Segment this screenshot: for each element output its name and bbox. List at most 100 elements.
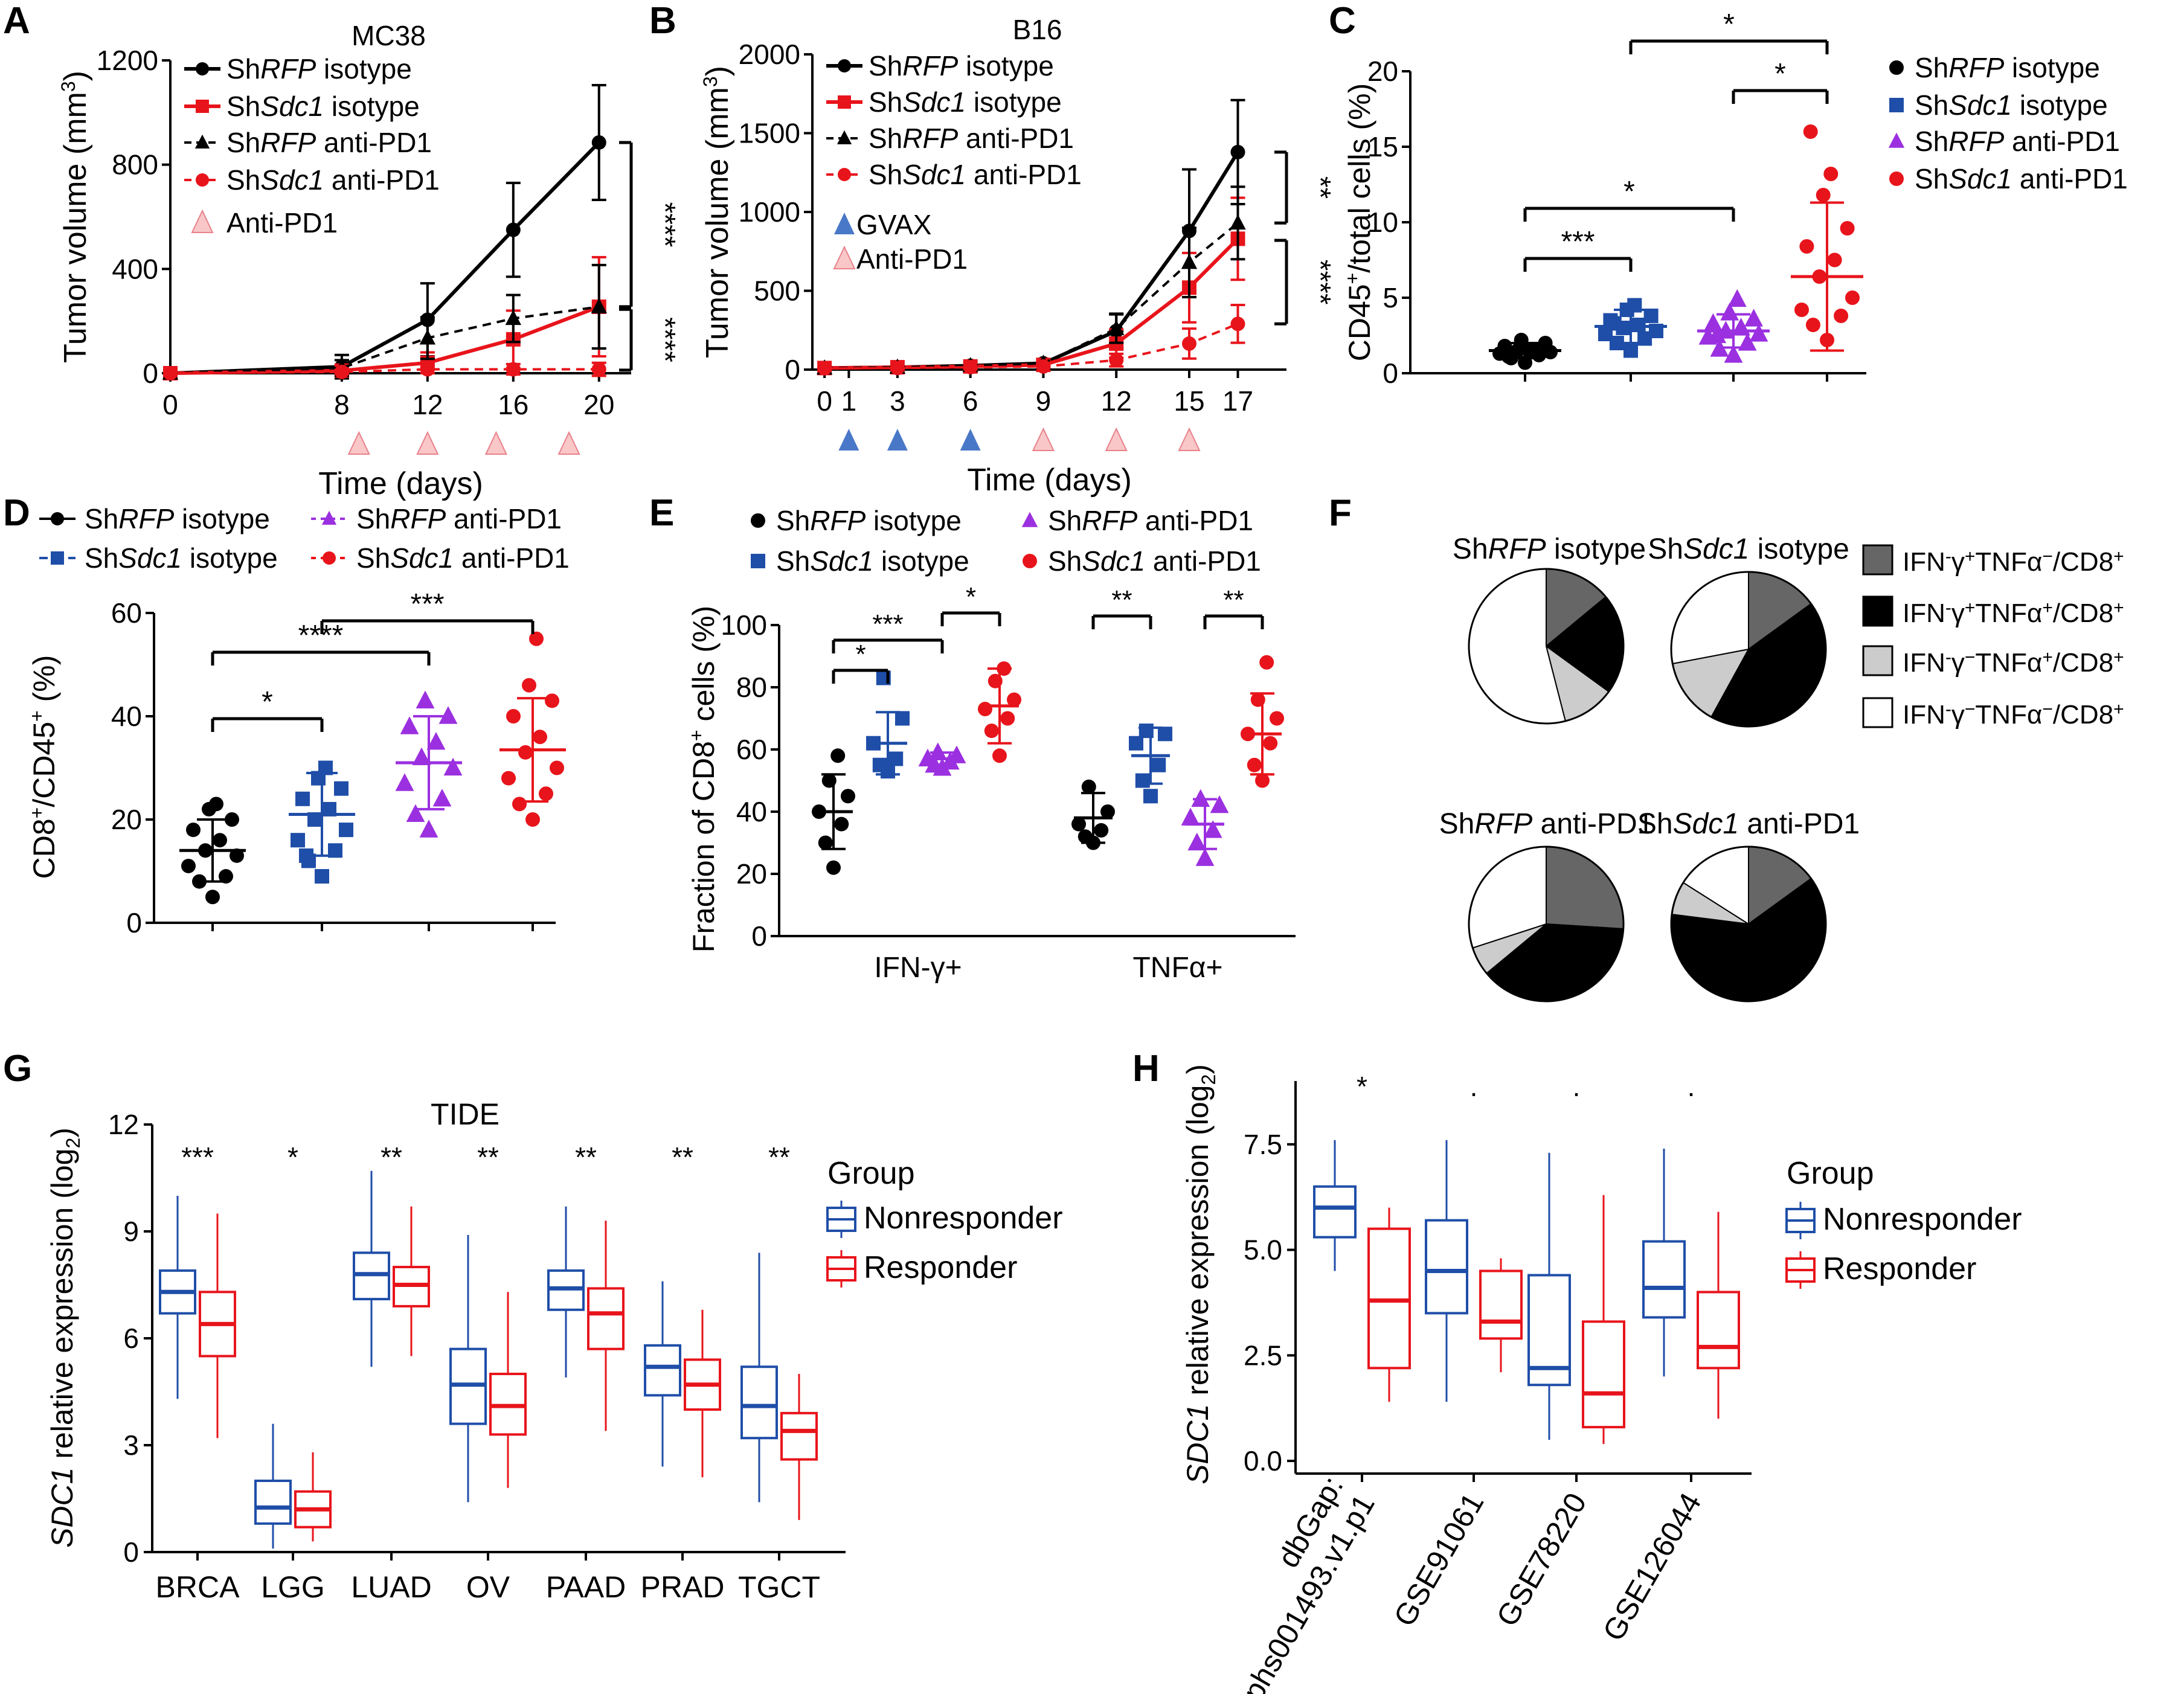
legend-label: IFN-γ+TNFα+/CD8+	[1903, 598, 2124, 628]
y-axis-label: CD8+/CD45+ (%)	[26, 655, 61, 879]
data-point	[1845, 290, 1860, 305]
x-axis-label: Time (days)	[967, 463, 1132, 498]
data-point	[1081, 779, 1096, 794]
legend-swatch	[1862, 697, 1893, 728]
legend-label: Responder	[864, 1250, 1017, 1285]
significance-label: **	[672, 1141, 693, 1173]
y-axis-label: Tumor volume (mm3)	[699, 66, 735, 358]
data-point	[419, 820, 438, 838]
data-point	[1135, 773, 1150, 788]
series-line	[170, 305, 600, 374]
data-point	[1203, 820, 1222, 838]
gvax-marker	[960, 429, 981, 451]
pie-outline	[1468, 845, 1625, 1003]
legend-marker	[837, 130, 852, 144]
x-tick-label: OV	[466, 1570, 510, 1604]
data-point	[339, 823, 353, 838]
data-point	[1827, 252, 1842, 268]
legend-label: ShSdc1 isotype	[776, 545, 969, 577]
data-point	[395, 773, 414, 791]
legend-marker	[834, 213, 855, 234]
data-point	[505, 309, 522, 326]
data-point	[334, 781, 348, 796]
data-point	[1707, 325, 1727, 344]
box	[1642, 1240, 1686, 1319]
legend-marker	[1888, 132, 1905, 148]
legend-label: IFN-γ−TNFα−/CD8+	[1903, 699, 2124, 730]
y-tick-label: 800	[112, 149, 158, 181]
data-point	[1230, 316, 1245, 332]
y-tick-label: 10	[1367, 207, 1398, 238]
data-point	[181, 858, 196, 873]
x-tick-label: TGCT	[738, 1570, 820, 1604]
data-point	[1129, 736, 1143, 751]
y-tick-label: 60	[111, 597, 142, 629]
y-tick-label: 0	[143, 358, 158, 389]
legend-marker	[838, 59, 851, 72]
data-point	[1834, 309, 1849, 323]
y-axis-label: SDC1 relative expression (log2)	[45, 1128, 84, 1548]
data-point	[1036, 359, 1051, 374]
legend-marker	[51, 512, 64, 525]
legend-marker	[1023, 554, 1037, 568]
legend-label: ShRFP isotype	[1915, 52, 2100, 83]
significance-label: **	[1223, 585, 1244, 615]
x-tick-label: GSE78220	[1490, 1487, 1593, 1632]
significance-label: *	[855, 640, 866, 669]
y-tick-label: 400	[112, 253, 158, 284]
panel-H: 0.02.55.07.5*.. .dbGap:phs001493.v1.p1 GSE…	[1181, 1064, 2022, 1694]
y-tick-label: 15	[1367, 131, 1398, 162]
y-tick-label: 12	[108, 1109, 139, 1140]
legend-label: IFN-γ−TNFα+/CD8+	[1903, 647, 2124, 678]
box	[644, 1344, 681, 1397]
x-tick-label: GSE126044	[1596, 1487, 1708, 1647]
significance-label: *	[1624, 176, 1635, 208]
significance-label: *	[1774, 58, 1786, 90]
x-tick-label: GSE91061	[1387, 1487, 1491, 1632]
data-point	[315, 869, 329, 884]
x-tick-label: 12	[1101, 385, 1132, 417]
data-point	[1230, 214, 1246, 230]
data-point	[419, 329, 436, 345]
chart-title: B16	[1013, 14, 1062, 45]
box	[1313, 1185, 1357, 1239]
data-point	[1210, 795, 1229, 813]
y-tick-label: 20	[111, 804, 142, 835]
data-point	[550, 760, 564, 775]
y-tick-label: 40	[111, 701, 142, 732]
significance-label: *	[1723, 8, 1735, 40]
x-tick-label: 16	[498, 389, 528, 420]
data-point	[506, 709, 521, 723]
panel-letter-A: A	[3, 0, 30, 42]
data-point	[400, 716, 419, 734]
significance-label: ****	[1304, 260, 1336, 305]
data-point	[406, 804, 425, 823]
data-point	[818, 835, 833, 850]
x-tick-label: 1	[841, 385, 857, 417]
legend-label: ShSdc1 anti-PD1	[226, 164, 440, 196]
y-tick-label: 40	[736, 796, 767, 827]
data-point	[501, 771, 516, 786]
data-point	[1803, 124, 1818, 139]
legend-marker	[838, 168, 851, 181]
y-tick-label: 0	[785, 354, 800, 385]
data-point	[1187, 832, 1207, 851]
data-point	[992, 748, 1007, 763]
legend-label: IFN-γ+TNFα−/CD8+	[1903, 547, 2124, 577]
y-tick-label: 0	[123, 1536, 139, 1568]
legend-label: ShSdc1 isotype	[869, 86, 1062, 118]
legend-marker	[321, 510, 337, 525]
data-point	[230, 848, 244, 863]
panel-E: 0 20 40 60 80 100 IFN-γ+ TNFα+ Fraction of CD8+ …	[686, 505, 1296, 984]
box	[1582, 1320, 1625, 1429]
data-point	[1501, 349, 1516, 364]
significance-label: ***	[872, 609, 903, 639]
chart-title: TIDE	[431, 1097, 499, 1131]
pie-title: ShRFP isotype	[1453, 533, 1646, 565]
antipd1-marker	[484, 431, 508, 455]
y-tick-label: 500	[754, 275, 800, 307]
pie-title: ShSdc1 isotype	[1648, 533, 1849, 565]
panel-letter-H: H	[1132, 1048, 1160, 1089]
